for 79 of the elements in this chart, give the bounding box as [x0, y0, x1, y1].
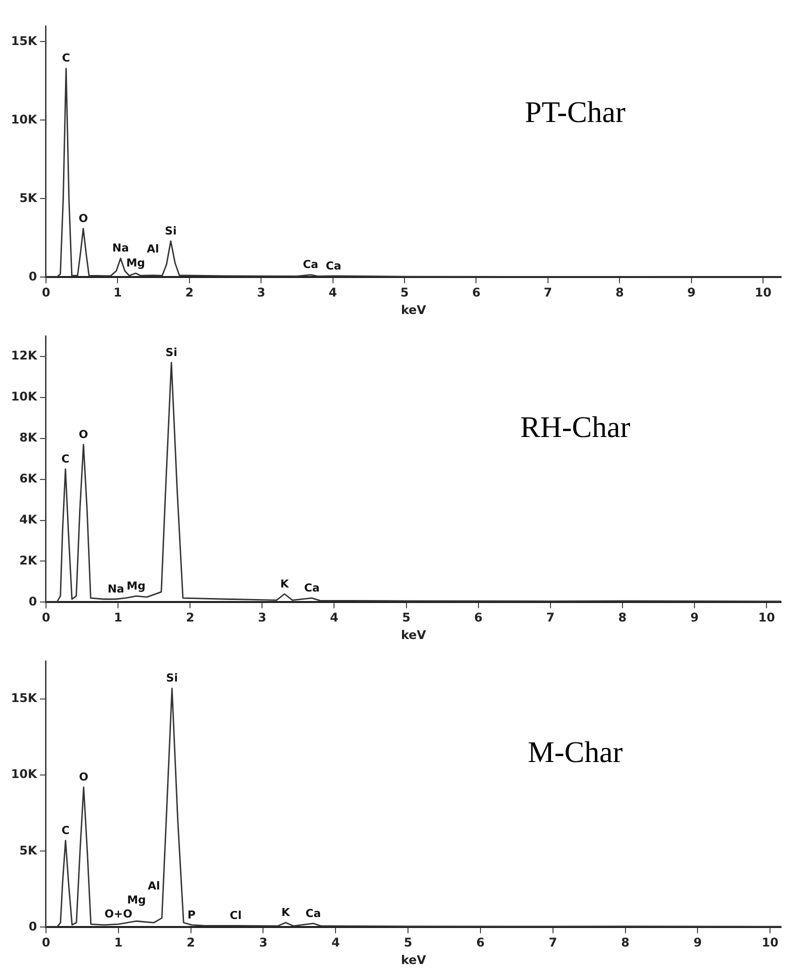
annotation: C: [61, 452, 70, 466]
x-tick-label: 5: [404, 936, 412, 950]
annotation: Mg: [127, 894, 146, 907]
annotation: Ca: [302, 258, 318, 272]
x-tick-label: 7: [548, 936, 558, 950]
y-tick-label: 10K: [11, 112, 38, 126]
annotation: Si: [166, 346, 178, 359]
x-tick-label: 6: [474, 610, 483, 625]
y-tick-label: 4K: [19, 512, 38, 526]
y-tick-label: 5K: [19, 190, 38, 205]
annotation: Ca: [305, 906, 321, 920]
x-tick-label: 1: [114, 936, 123, 950]
annotation: Si: [166, 672, 178, 685]
x-tick-label: 0: [42, 610, 50, 625]
x-tick-label: 1: [114, 286, 122, 300]
x-tick-label: 5: [400, 286, 409, 300]
x-tick-label: 0: [42, 936, 50, 950]
annotation: C: [62, 52, 70, 65]
annotation: Cl: [230, 909, 242, 922]
annotation: Al: [148, 880, 160, 893]
annotation: Ca: [326, 259, 342, 272]
x-tick-label: 2: [185, 286, 194, 300]
annotation: O: [78, 212, 88, 225]
x-tick-label: 5: [402, 610, 410, 625]
x-tick-label: 4: [328, 286, 338, 300]
text: RH-Char: [520, 411, 630, 444]
annotation: Na: [112, 242, 129, 255]
x-tick-label: 9: [687, 286, 696, 300]
x-axis-title: keV: [400, 628, 427, 642]
x-axis-title: keV: [400, 952, 427, 967]
annotation: C: [62, 824, 70, 837]
x-tick-label: 1: [114, 610, 122, 625]
y-tick-label: 12K: [11, 348, 38, 363]
x-tick-label: 10: [762, 936, 778, 950]
x-tick-label: 9: [690, 610, 699, 625]
x-tick-label: 8: [615, 286, 624, 300]
y-tick-label: 2K: [19, 553, 38, 568]
y-tick-label: 0: [28, 919, 37, 934]
x-tick-label: 7: [546, 610, 555, 625]
x-axis-title: keV: [400, 302, 427, 317]
x-tick-label: 9: [694, 936, 702, 950]
y-tick-label: 10K: [11, 767, 38, 782]
y-tick-label: 5K: [19, 843, 38, 858]
x-tick-label: 3: [256, 286, 266, 300]
annotation: Al: [146, 242, 159, 256]
x-tick-label: 3: [259, 936, 268, 950]
annotation: Ca: [304, 581, 320, 594]
x-tick-label: 10: [758, 610, 775, 625]
x-tick-label: 2: [186, 610, 194, 625]
y-tick-label: 15K: [11, 691, 38, 706]
y-tick-label: 8K: [19, 430, 38, 445]
x-tick-label: 4: [331, 936, 340, 950]
x-tick-label: 0: [42, 286, 50, 300]
annotation: P: [188, 908, 196, 922]
y-tick-label: 10K: [11, 390, 38, 404]
text: M-Char: [528, 736, 623, 770]
annotation: Mg: [126, 579, 146, 592]
x-tick-label: 2: [186, 936, 196, 950]
annotation: Si: [164, 224, 177, 238]
x-tick-label: 8: [621, 936, 630, 950]
text: PT-Char: [524, 96, 626, 129]
y-tick-label: 0: [28, 594, 37, 608]
annotation: O: [78, 428, 88, 441]
x-tick-label: 6: [472, 286, 480, 300]
y-tick-label: 15K: [11, 34, 38, 48]
x-tick-label: 3: [258, 610, 266, 625]
x-tick-label: 10: [754, 286, 772, 300]
annotation: Na: [108, 582, 124, 596]
x-tick-label: 6: [476, 936, 485, 950]
y-tick-label: 0: [28, 269, 37, 284]
x-tick-label: 7: [544, 286, 552, 300]
y-tick-label: 6K: [19, 471, 38, 486]
annotation: O+O: [104, 908, 132, 921]
annotation: K: [281, 906, 290, 919]
x-tick-label: 4: [330, 610, 338, 625]
x-tick-label: 8: [618, 610, 627, 625]
annotation: O: [78, 770, 88, 784]
annotation: Mg: [126, 256, 146, 270]
annotation: K: [280, 577, 290, 590]
